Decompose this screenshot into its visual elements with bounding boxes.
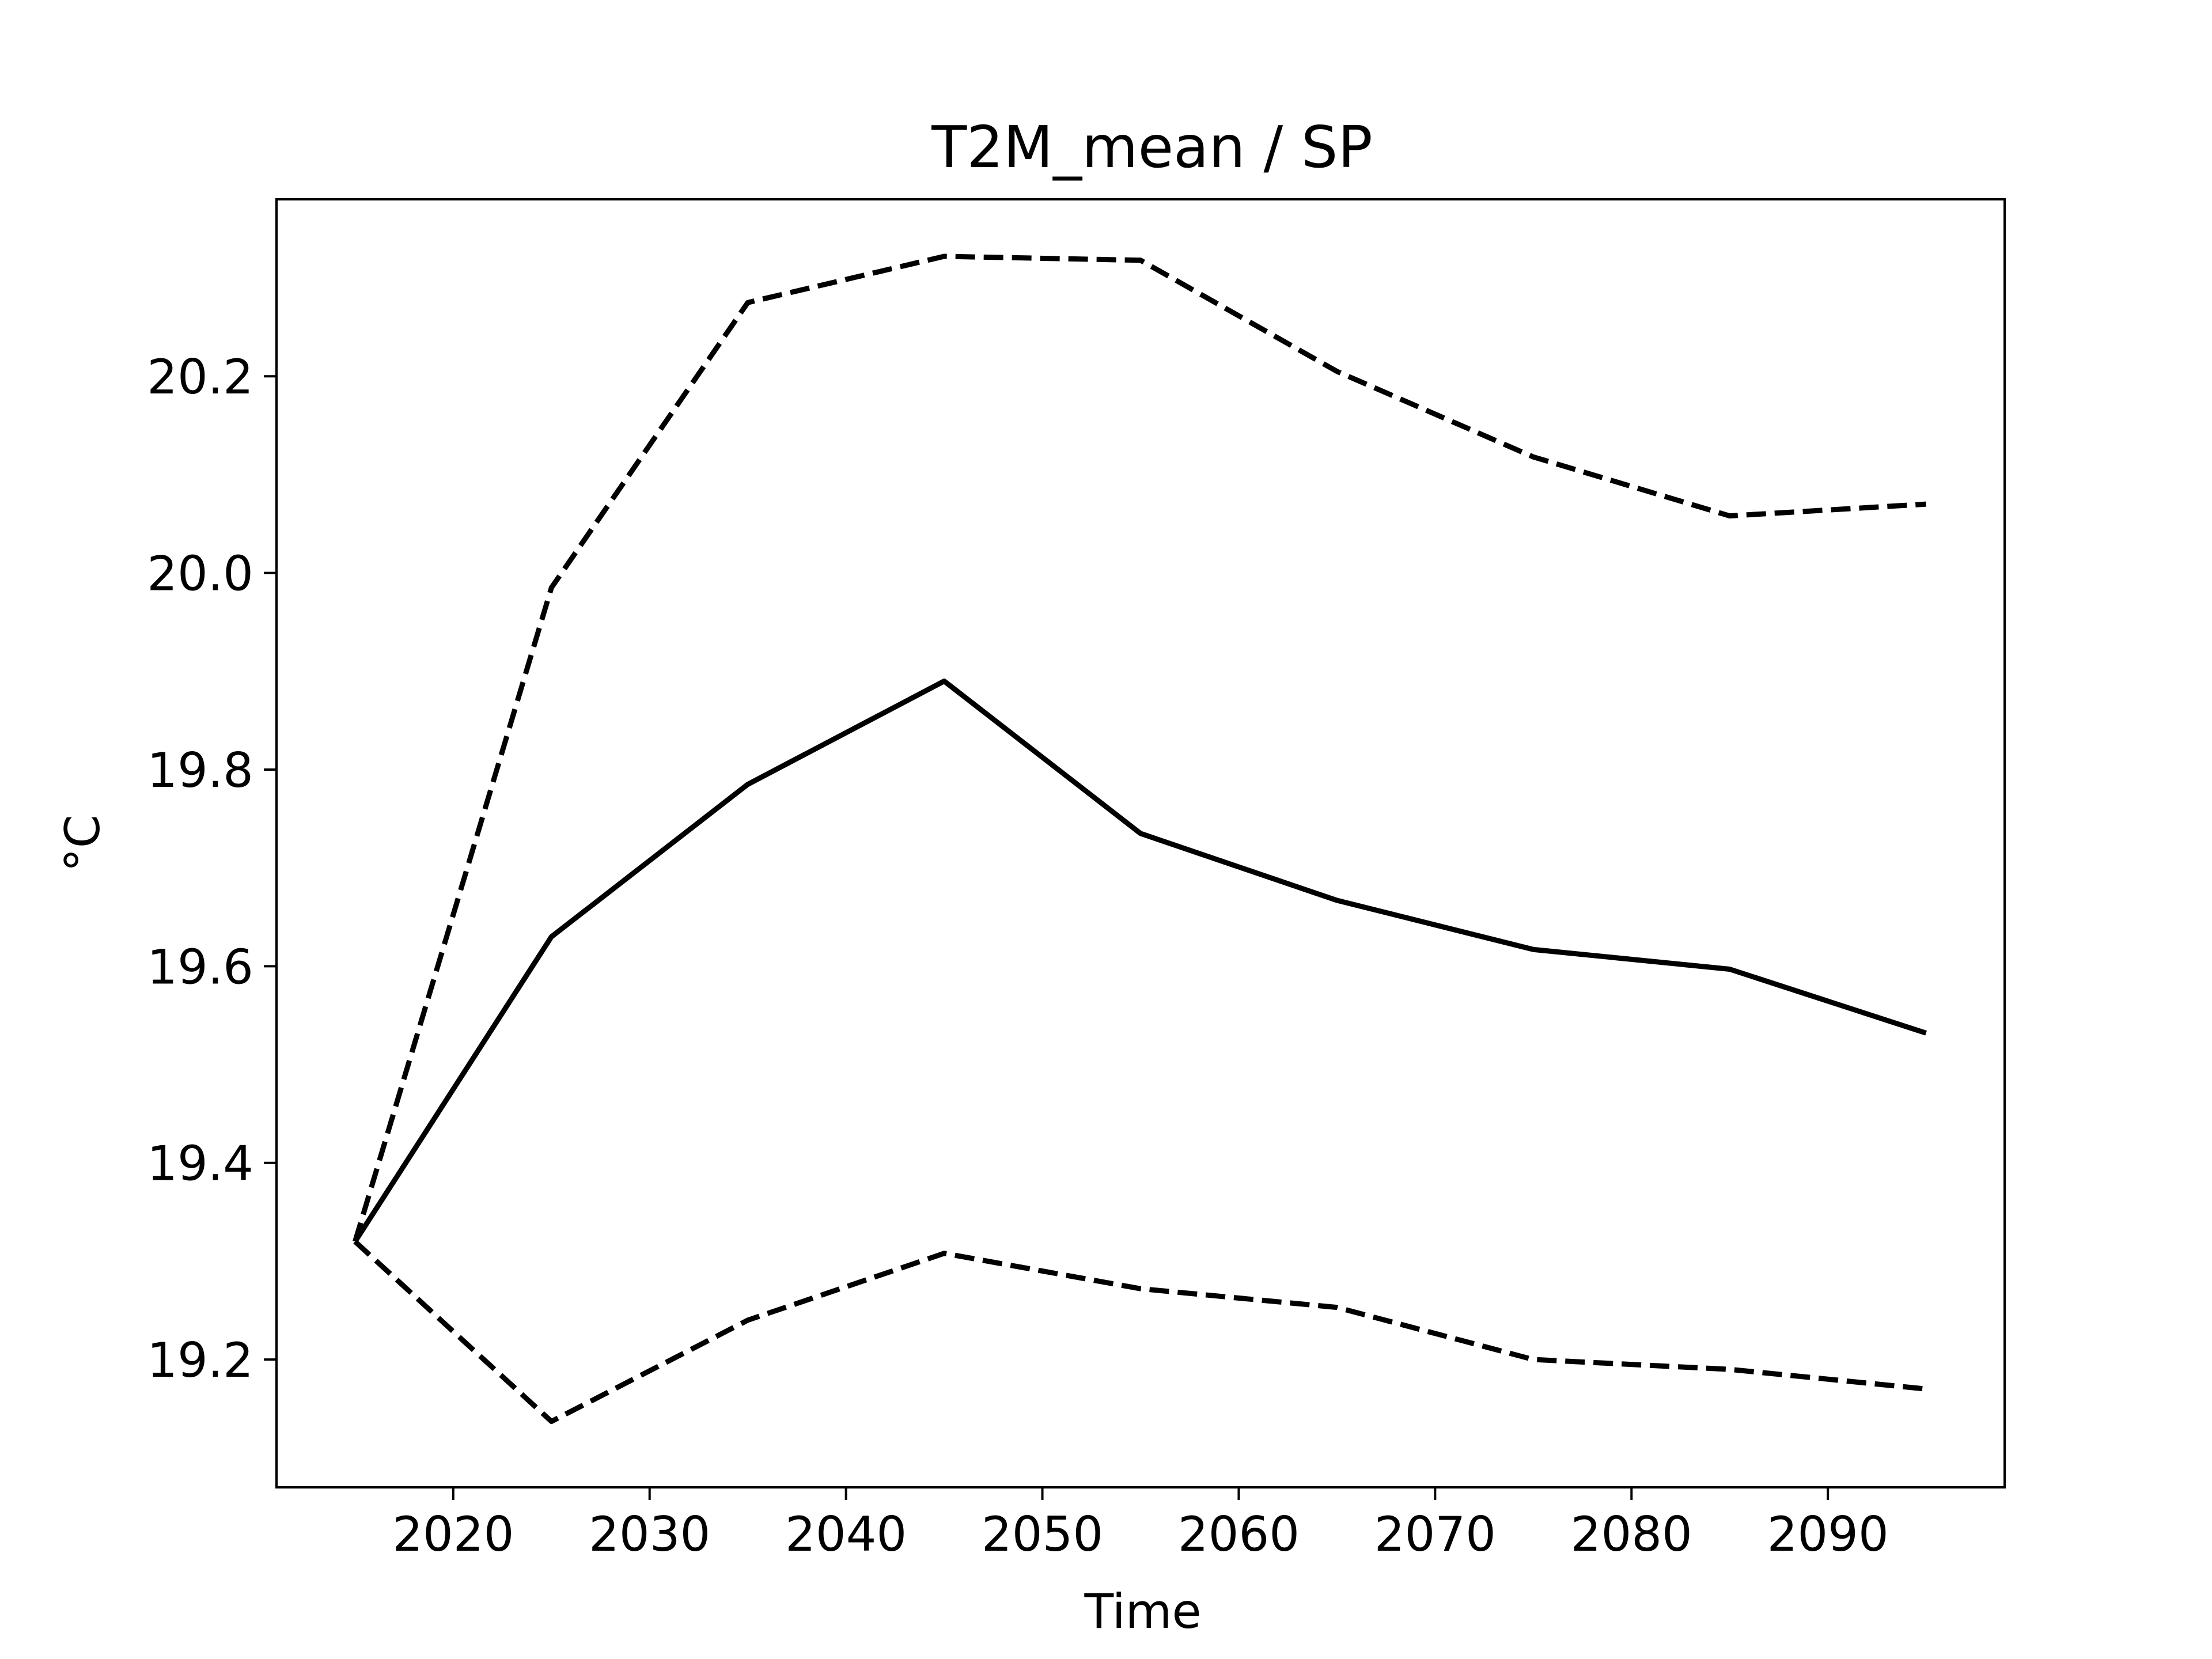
y-tick-label: 19.6 (147, 939, 253, 995)
y-axis-ticks: 19.2 19.4 19.6 19.8 20.0 20.2 (147, 349, 276, 1388)
x-tick-label: 2040 (785, 1506, 907, 1562)
dashed-series-line-2 (353, 253, 1926, 1243)
x-tick-label: 2020 (392, 1506, 514, 1562)
chart-title: T2M_mean / SP (931, 113, 1373, 181)
dashed-series-line-3 (353, 1239, 1927, 1425)
x-axis-ticks: 2020 2030 2040 2050 2060 2070 2080 2090 (392, 1487, 1889, 1562)
y-tick-label: 19.2 (147, 1332, 253, 1388)
x-tick-label: 2030 (589, 1506, 710, 1562)
plot-area-frame (275, 198, 2006, 1488)
y-tick-label: 20.2 (147, 349, 253, 405)
solid-series-line-1 (353, 678, 1927, 1243)
x-tick-label: 2060 (1178, 1506, 1300, 1562)
y-tick-label: 19.8 (147, 743, 253, 798)
x-tick-label: 2050 (982, 1506, 1103, 1562)
y-axis-label: °C (55, 815, 111, 872)
series-layer (353, 253, 1927, 1425)
y-tick-label: 20.0 (147, 546, 253, 602)
x-tick-label: 2070 (1374, 1506, 1496, 1562)
y-tick-label: 19.4 (147, 1136, 253, 1192)
x-tick-label: 2080 (1571, 1506, 1692, 1562)
x-axis-label: Time (1084, 1584, 1201, 1639)
x-tick-label: 2090 (1767, 1506, 1889, 1562)
